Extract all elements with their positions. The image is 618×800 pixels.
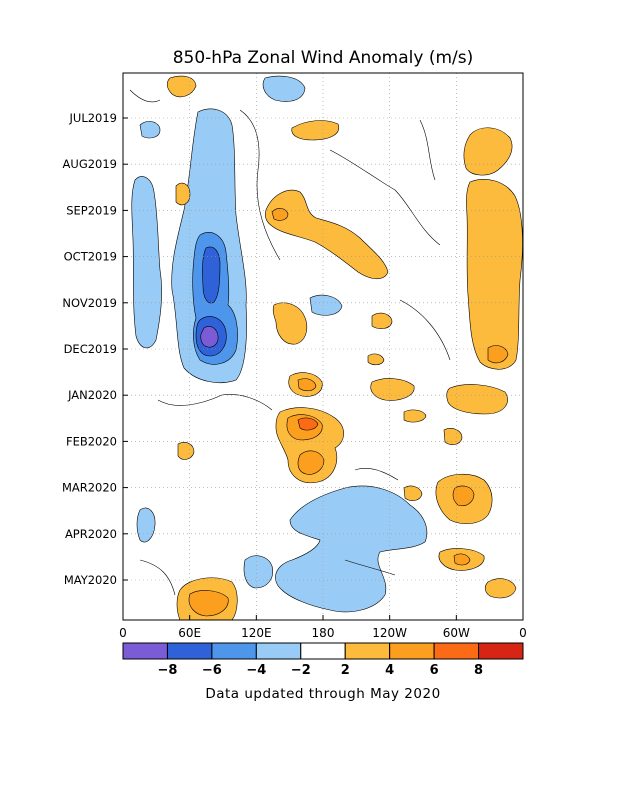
contour-line — [129, 89, 451, 596]
y-tick-label: JAN2020 — [67, 388, 117, 402]
positive-region — [175, 182, 191, 206]
positive-region — [264, 189, 389, 280]
anomaly-field — [129, 75, 523, 620]
colorbar: −8 −6 −4 −2 2 4 6 8 — [122, 642, 524, 678]
colorbar-label: −6 — [202, 663, 222, 678]
grid — [123, 73, 523, 620]
x-tick-label: 60E — [178, 626, 201, 640]
positive-region — [403, 485, 423, 501]
y-tick-label: NOV2019 — [62, 296, 117, 310]
y-tick-label: MAY2020 — [64, 573, 117, 587]
positive-region — [453, 553, 471, 566]
positive-region — [463, 127, 513, 176]
colorbar-swatch — [122, 642, 168, 660]
y-tick-label: APR2020 — [65, 527, 117, 541]
negative-region — [275, 485, 428, 613]
colorbar-label: 8 — [474, 663, 483, 678]
negative-region — [262, 75, 306, 102]
positive-region — [297, 378, 317, 392]
y-tick-label: FEB2020 — [66, 434, 117, 448]
negative-region — [136, 507, 156, 543]
x-tick-label: 120E — [241, 626, 272, 640]
positive-region — [291, 120, 340, 141]
x-tick-label: 0 — [519, 626, 527, 640]
positive-region — [367, 353, 385, 366]
colorbar-label: −8 — [157, 663, 177, 678]
colorbar-swatch — [389, 642, 435, 660]
colorbar-swatch — [300, 642, 346, 660]
negative-region — [139, 121, 161, 139]
colorbar-label: −2 — [291, 663, 311, 678]
footnote: Data updated through May 2020 — [205, 686, 440, 702]
positive-region — [371, 312, 393, 329]
positive-region — [272, 302, 308, 345]
negative-region — [243, 555, 273, 589]
colorbar-label: 6 — [430, 663, 439, 678]
positive-region — [271, 208, 289, 221]
positive-region — [466, 179, 523, 370]
positive-region — [452, 485, 475, 507]
negative-region — [202, 246, 221, 304]
y-tick-label: OCT2019 — [64, 250, 117, 264]
y-tick-label: SEP2019 — [66, 203, 117, 217]
x-tick-label: 120W — [372, 626, 407, 640]
colorbar-swatch — [478, 642, 524, 660]
colorbar-swatch — [344, 642, 391, 660]
x-tick-label: 180 — [312, 626, 335, 640]
colorbar-label: −4 — [246, 663, 266, 678]
positive-region — [443, 428, 463, 445]
positive-region — [487, 345, 509, 364]
colorbar-swatch — [166, 642, 213, 660]
positive-region — [297, 417, 319, 431]
colorbar-swatch — [211, 642, 257, 660]
positive-region — [446, 384, 508, 415]
negative-region — [131, 176, 162, 349]
chart-title: 850-hPa Zonal Wind Anomaly (m/s) — [173, 48, 474, 68]
positive-region — [188, 590, 229, 617]
negative-region — [200, 326, 219, 348]
colorbar-swatch — [255, 642, 302, 660]
y-axis: JUL2019 AUG2019 SEP2019 OCT2019 NOV2019 DEC20… — [62, 111, 128, 587]
negative-region — [309, 294, 343, 316]
x-tick-label: 0 — [119, 626, 127, 640]
colorbar-label: 2 — [341, 663, 350, 678]
x-tick-label: 60W — [443, 626, 470, 640]
y-tick-label: JUL2019 — [69, 111, 117, 125]
y-tick-label: MAR2020 — [62, 481, 117, 495]
y-tick-label: DEC2019 — [64, 342, 117, 356]
positive-region — [297, 450, 325, 475]
colorbar-label: 4 — [385, 663, 394, 678]
positive-region — [166, 75, 197, 98]
x-axis: 0 60E 120E 180 120W 60W 0 — [119, 615, 527, 640]
y-tick-label: AUG2019 — [63, 157, 117, 171]
positive-region — [484, 578, 517, 599]
positive-region — [177, 442, 195, 460]
positive-region — [403, 409, 427, 423]
colorbar-swatch — [433, 642, 480, 660]
